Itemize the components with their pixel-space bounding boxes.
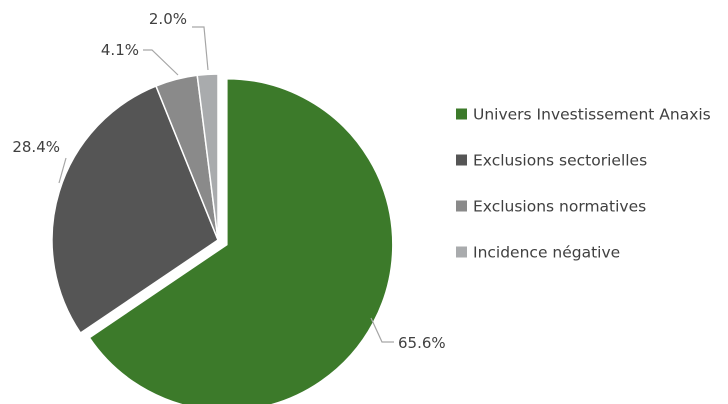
legend-item-0: Univers Investissement Anaxis — [456, 106, 711, 124]
pie-slices — [51, 73, 394, 404]
slice-label-1: 28.4% — [12, 138, 60, 156]
legend-label-0: Univers Investissement Anaxis — [473, 106, 711, 124]
slice-label-3: 2.0% — [149, 10, 187, 28]
leader-line-3 — [192, 26, 209, 71]
legend-label-2: Exclusions normatives — [473, 198, 646, 216]
slice-labels: 65.6% 28.4% 4.1% 2.0% — [12, 10, 445, 352]
legend-label-3: Incidence négative — [473, 244, 620, 262]
legend-swatch-0 — [456, 108, 467, 120]
leader-line-2 — [143, 49, 179, 76]
pie-slice-3 — [196, 73, 219, 241]
legend-item-3: Incidence négative — [456, 244, 620, 262]
slice-label-2: 4.1% — [101, 41, 139, 59]
leader-line-0 — [370, 317, 394, 343]
leader-line-1 — [58, 157, 67, 184]
leader-lines — [58, 26, 394, 343]
legend-label-1: Exclusions sectorielles — [473, 152, 647, 170]
pie-slice-1 — [51, 85, 219, 335]
legend-swatch-2 — [456, 200, 467, 212]
legend-item-2: Exclusions normatives — [456, 198, 646, 216]
legend-item-1: Exclusions sectorielles — [456, 152, 647, 170]
legend-swatch-1 — [456, 154, 467, 166]
legend: Univers Investissement Anaxis Exclusions … — [456, 106, 711, 262]
slice-label-0: 65.6% — [398, 334, 446, 352]
legend-swatch-3 — [456, 246, 467, 258]
